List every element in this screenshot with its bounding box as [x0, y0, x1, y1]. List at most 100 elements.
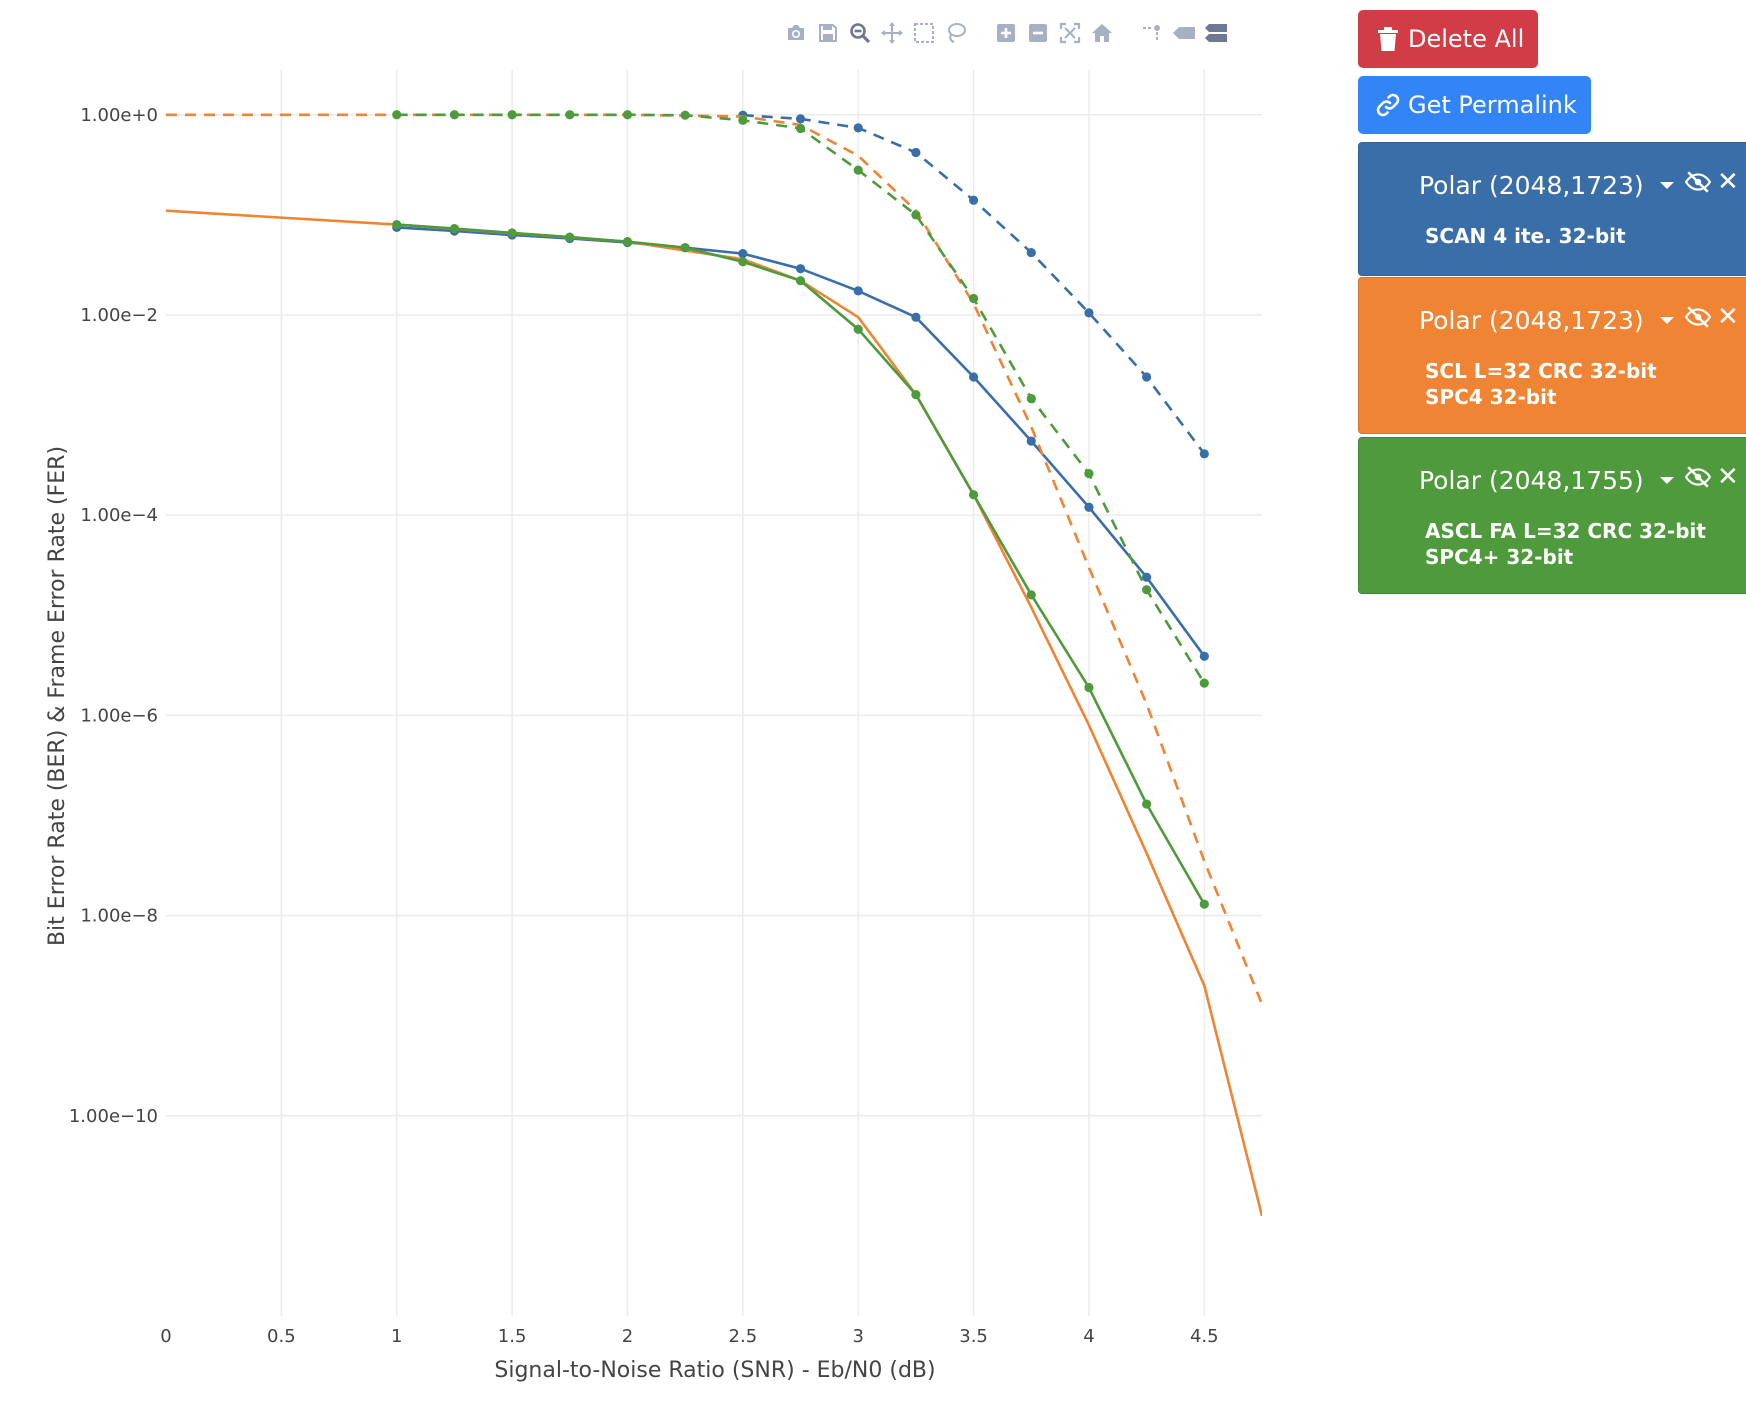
- x-tick-label: 0: [160, 1326, 171, 1347]
- data-point: [1142, 799, 1152, 809]
- data-point: [565, 110, 575, 120]
- zoom-icon[interactable]: [844, 18, 876, 48]
- data-point: [392, 219, 402, 230]
- data-point: [565, 232, 575, 242]
- series-layer: [166, 110, 1262, 1217]
- data-point: [853, 286, 863, 296]
- eye-slash-icon[interactable]: [1685, 304, 1711, 330]
- data-point: [738, 257, 748, 267]
- series-line-5: [396, 113, 1206, 684]
- data-point: [911, 312, 921, 322]
- x-tick-label: 1: [391, 1326, 402, 1347]
- y-tick-label: 1.00e−6: [80, 705, 158, 726]
- caret-down-icon: [1659, 477, 1674, 484]
- curve-title-dropdown[interactable]: Polar (2048,1723): [1419, 306, 1674, 335]
- data-point: [968, 490, 979, 500]
- data-point: [1199, 899, 1209, 909]
- y-tick-label: 1.00e−8: [80, 906, 158, 927]
- trash-icon: [1378, 27, 1398, 51]
- x-tick-label: 3.5: [959, 1326, 988, 1347]
- hover-compare-icon[interactable]: [1200, 18, 1232, 48]
- data-point: [449, 223, 460, 234]
- tick-layer: 0 0.5 1 1.5 2 2.5 3 3.5 4 4.5 1.00e+0 1.00e−2 1.00e−…: [69, 105, 1219, 1347]
- data-point: [738, 115, 748, 125]
- data-point: [1142, 572, 1152, 582]
- curve-card-scl[interactable]: Polar (2048,1723) SCL L=32 CRC 32-bit SP…: [1358, 277, 1746, 434]
- reset-axes-icon[interactable]: [1086, 18, 1118, 48]
- data-point: [449, 110, 460, 120]
- zoom-in-icon[interactable]: [990, 18, 1022, 48]
- data-point: [853, 324, 863, 334]
- data-point: [622, 237, 633, 247]
- curve-title-dropdown[interactable]: Polar (2048,1723): [1419, 171, 1674, 200]
- curve-subtitle: SCL L=32 CRC 32-bit SPC4 32-bit: [1425, 359, 1657, 409]
- data-point: [680, 110, 690, 120]
- curve-title: Polar (2048,1723): [1419, 171, 1644, 200]
- data-point: [1084, 502, 1094, 512]
- curve-card-scan[interactable]: Polar (2048,1723) SCAN 4 ite. 32-bit ✕: [1358, 142, 1746, 276]
- data-point: [1199, 678, 1209, 688]
- data-point: [795, 123, 806, 134]
- data-point: [680, 243, 690, 253]
- data-point: [1026, 247, 1036, 258]
- series-line-0: [396, 226, 1206, 657]
- x-axis-title: Signal-to-Noise Ratio (SNR) - Eb/N0 (dB): [494, 1358, 935, 1383]
- chart-svg[interactable]: 0 0.5 1 1.5 2 2.5 3 3.5 4 4.5 1.00e+0 1.00e−2 1.00e−…: [0, 0, 1340, 1410]
- lasso-select-icon[interactable]: [940, 18, 972, 48]
- close-icon[interactable]: ✕: [1717, 302, 1739, 332]
- hover-closest-icon[interactable]: [1168, 18, 1200, 48]
- data-point: [622, 110, 633, 120]
- data-point: [1199, 651, 1209, 661]
- delete-all-label: Delete All: [1408, 25, 1525, 53]
- data-point: [1199, 449, 1209, 459]
- eye-slash-icon[interactable]: [1685, 169, 1711, 195]
- get-permalink-button[interactable]: Get Permalink: [1358, 76, 1591, 134]
- close-icon[interactable]: ✕: [1717, 167, 1739, 197]
- curve-title: Polar (2048,1723): [1419, 306, 1644, 335]
- modebar: [780, 18, 1232, 48]
- series-line-4: [396, 223, 1206, 905]
- caret-down-icon: [1659, 317, 1674, 324]
- y-axis-title: Bit Error Rate (BER) & Frame Error Rate …: [45, 446, 70, 946]
- x-tick-label: 2.5: [729, 1326, 758, 1347]
- data-point: [911, 147, 921, 158]
- data-point: [968, 372, 979, 382]
- close-icon[interactable]: ✕: [1717, 462, 1739, 492]
- data-point: [1026, 436, 1036, 446]
- data-point: [507, 110, 517, 120]
- curve-title-dropdown[interactable]: Polar (2048,1755): [1419, 466, 1674, 495]
- data-point: [738, 249, 748, 259]
- link-icon: [1376, 93, 1400, 117]
- zoom-out-icon[interactable]: [1022, 18, 1054, 48]
- y-tick-label: 1.00e−2: [80, 305, 158, 326]
- spike-lines-icon[interactable]: [1136, 18, 1168, 48]
- data-point: [795, 114, 806, 124]
- data-point: [392, 110, 402, 120]
- y-tick-label: 1.00e−10: [69, 1106, 158, 1127]
- delete-all-button[interactable]: Delete All: [1358, 10, 1538, 68]
- data-point: [911, 390, 921, 400]
- data-point: [1084, 308, 1094, 318]
- curve-card-ascl[interactable]: Polar (2048,1755) ASCL FA L=32 CRC 32-bi…: [1358, 437, 1746, 594]
- side-panel: Delete All Get Permalink Polar (2048,172…: [1358, 0, 1746, 1410]
- save-icon[interactable]: [812, 18, 844, 48]
- box-select-icon[interactable]: [908, 18, 940, 48]
- series-line-3: [166, 113, 1262, 1005]
- x-tick-label: 3: [852, 1326, 863, 1347]
- data-point: [1142, 585, 1152, 595]
- camera-icon[interactable]: [780, 18, 812, 48]
- plot-area[interactable]: 0 0.5 1 1.5 2 2.5 3 3.5 4 4.5 1.00e+0 1.00e−2 1.00e−…: [0, 0, 1340, 1410]
- data-point: [1026, 394, 1036, 404]
- autoscale-icon[interactable]: [1054, 18, 1086, 48]
- data-point: [1084, 682, 1094, 693]
- x-tick-label: 0.5: [267, 1326, 296, 1347]
- eye-slash-icon[interactable]: [1685, 464, 1711, 490]
- data-point: [911, 210, 921, 220]
- data-point: [1142, 372, 1152, 382]
- pan-icon[interactable]: [876, 18, 908, 48]
- y-tick-label: 1.00e+0: [80, 105, 158, 126]
- curve-title: Polar (2048,1755): [1419, 466, 1644, 495]
- x-tick-label: 4.5: [1190, 1326, 1219, 1347]
- x-tick-label: 4: [1083, 1326, 1094, 1347]
- caret-down-icon: [1659, 182, 1674, 189]
